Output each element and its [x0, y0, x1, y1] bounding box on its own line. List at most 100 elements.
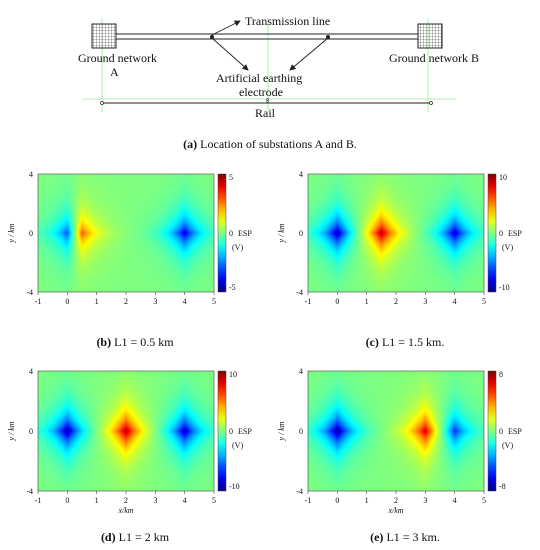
- x-tick-label: 4: [183, 297, 187, 306]
- x-tick-label: -1: [305, 496, 312, 505]
- y-tick-label: 0: [299, 427, 303, 436]
- colorbar-unit: (V): [232, 441, 243, 450]
- x-tick-label: 4: [453, 496, 457, 505]
- y-tick-label: 4: [29, 170, 33, 179]
- transmission-line-arrow: [211, 20, 241, 36]
- heatmap-field: [308, 174, 484, 292]
- rail-end: [100, 101, 104, 105]
- colorbar-tick-label: -8: [499, 482, 506, 491]
- caption-e: (e) L1 = 3 km.: [270, 530, 540, 545]
- ground-network-a-label-2: A: [110, 65, 119, 79]
- x-tick-label: 2: [394, 496, 398, 505]
- ground-network-b: [417, 23, 443, 49]
- x-tick-label: 3: [423, 297, 427, 306]
- y-axis-label: y / km: [7, 223, 16, 243]
- x-tick-label: 2: [124, 496, 128, 505]
- colorbar-label: ESP: [508, 229, 522, 238]
- x-tick-label: 2: [124, 297, 128, 306]
- y-axis-label: y / km: [277, 223, 286, 243]
- y-tick-label: -4: [26, 487, 33, 496]
- caption-c-text: L1 = 1.5 km.: [378, 335, 445, 349]
- x-tick-label: 3: [153, 496, 157, 505]
- y-tick-label: 4: [29, 367, 33, 376]
- x-axis-label: x/km: [117, 307, 133, 308]
- colorbar-tick-label: 0: [229, 229, 233, 238]
- ground-network-a: [91, 23, 117, 49]
- caption-d-text: L1 = 2 km: [115, 530, 170, 544]
- x-tick-label: 4: [183, 496, 187, 505]
- y-tick-label: 4: [299, 170, 303, 179]
- colorbar-tick-label: -5: [229, 283, 236, 292]
- x-tick-label: 3: [423, 496, 427, 505]
- colorbar: [487, 173, 497, 293]
- y-tick-label: -4: [296, 487, 303, 496]
- heatmap-svg: -1 0 1 2 3 4 5 x/km -4 0 4 y / km 5 0 -5 ESP (V): [7, 170, 252, 308]
- y-tick-label: -4: [26, 288, 33, 297]
- transmission-line-label: Transmission line: [245, 14, 330, 28]
- colorbar-unit: (V): [232, 243, 243, 252]
- colorbar-tick-label: -10: [499, 283, 510, 292]
- x-tick-label: 5: [482, 297, 486, 306]
- colorbar: [487, 370, 497, 492]
- heatmap-field: [38, 371, 214, 491]
- heatmap-field: [38, 174, 214, 292]
- x-axis-label: x/km: [387, 307, 403, 308]
- caption-e-text: L1 = 3 km.: [383, 530, 440, 544]
- caption-b-tag: (b): [96, 335, 112, 349]
- colorbar-tick-label: 10: [499, 173, 507, 182]
- x-tick-label: 2: [394, 297, 398, 306]
- heatmap-field: [308, 371, 484, 491]
- y-axis-label: y / km: [7, 421, 16, 441]
- electrode-label-1: Artificial earthing: [216, 71, 302, 85]
- ground-network-b-label: Ground network B: [389, 51, 479, 65]
- x-tick-label: 5: [212, 297, 216, 306]
- esp-heatmap-b: -1 0 1 2 3 4 5 x/km -4 0 4 y / km 5 0 -5 ESP (V): [0, 168, 270, 308]
- rail-label: Rail: [255, 106, 276, 120]
- y-tick-label: -4: [296, 288, 303, 297]
- x-tick-label: 1: [365, 496, 369, 505]
- x-tick-label: 5: [212, 496, 216, 505]
- y-tick-label: 0: [29, 427, 33, 436]
- caption-a-tag: (a): [183, 137, 198, 151]
- electrode-arrow: [289, 37, 329, 71]
- rail-end: [429, 101, 433, 105]
- rail-mark: g: [266, 97, 269, 103]
- caption-d: (d) L1 = 2 km: [0, 530, 270, 545]
- x-tick-label: 1: [95, 496, 99, 505]
- y-tick-label: 0: [29, 229, 33, 238]
- colorbar: [217, 370, 227, 492]
- colorbar-tick-label: 8: [499, 370, 503, 379]
- caption-e-tag: (e): [370, 530, 384, 544]
- colorbar-label: ESP: [238, 427, 252, 436]
- x-tick-label: -1: [35, 297, 42, 306]
- y-axis-label: y / km: [277, 421, 286, 441]
- x-axis-label: x/km: [387, 506, 403, 515]
- electrode-point: [210, 35, 214, 39]
- x-axis-label: x/km: [117, 506, 133, 515]
- colorbar-tick-label: 5: [229, 173, 233, 182]
- esp-heatmap-d: -1 0 1 2 3 4 5 x/km -4 0 4 y / km 10 0 -10 ESP (V): [0, 365, 270, 515]
- colorbar-tick-label: 0: [229, 427, 233, 436]
- caption-a: (a) Location of substations A and B.: [0, 137, 540, 152]
- caption-c-tag: (c): [365, 335, 379, 349]
- x-tick-label: -1: [35, 496, 42, 505]
- colorbar-unit: (V): [502, 441, 513, 450]
- x-tick-label: 0: [65, 297, 69, 306]
- colorbar-tick-label: -10: [229, 482, 240, 491]
- x-tick-label: 1: [365, 297, 369, 306]
- colorbar-tick-label: 10: [229, 370, 237, 379]
- colorbar: [217, 173, 227, 293]
- x-tick-label: 1: [95, 297, 99, 306]
- heatmap-svg: -1 0 1 2 3 4 5 x/km -4 0 4 y / km 8 0 -8 ESP (V): [277, 367, 522, 515]
- electrode-arrow: [211, 37, 249, 71]
- caption-a-text: Location of substations A and B.: [197, 137, 357, 151]
- caption-b-text: L1 = 0.5 km: [111, 335, 174, 349]
- x-tick-label: 0: [65, 496, 69, 505]
- x-tick-label: 4: [453, 297, 457, 306]
- ground-network-a-label-1: Ground network: [78, 51, 157, 65]
- caption-c: (c) L1 = 1.5 km.: [270, 335, 540, 350]
- caption-b: (b) L1 = 0.5 km: [0, 335, 270, 350]
